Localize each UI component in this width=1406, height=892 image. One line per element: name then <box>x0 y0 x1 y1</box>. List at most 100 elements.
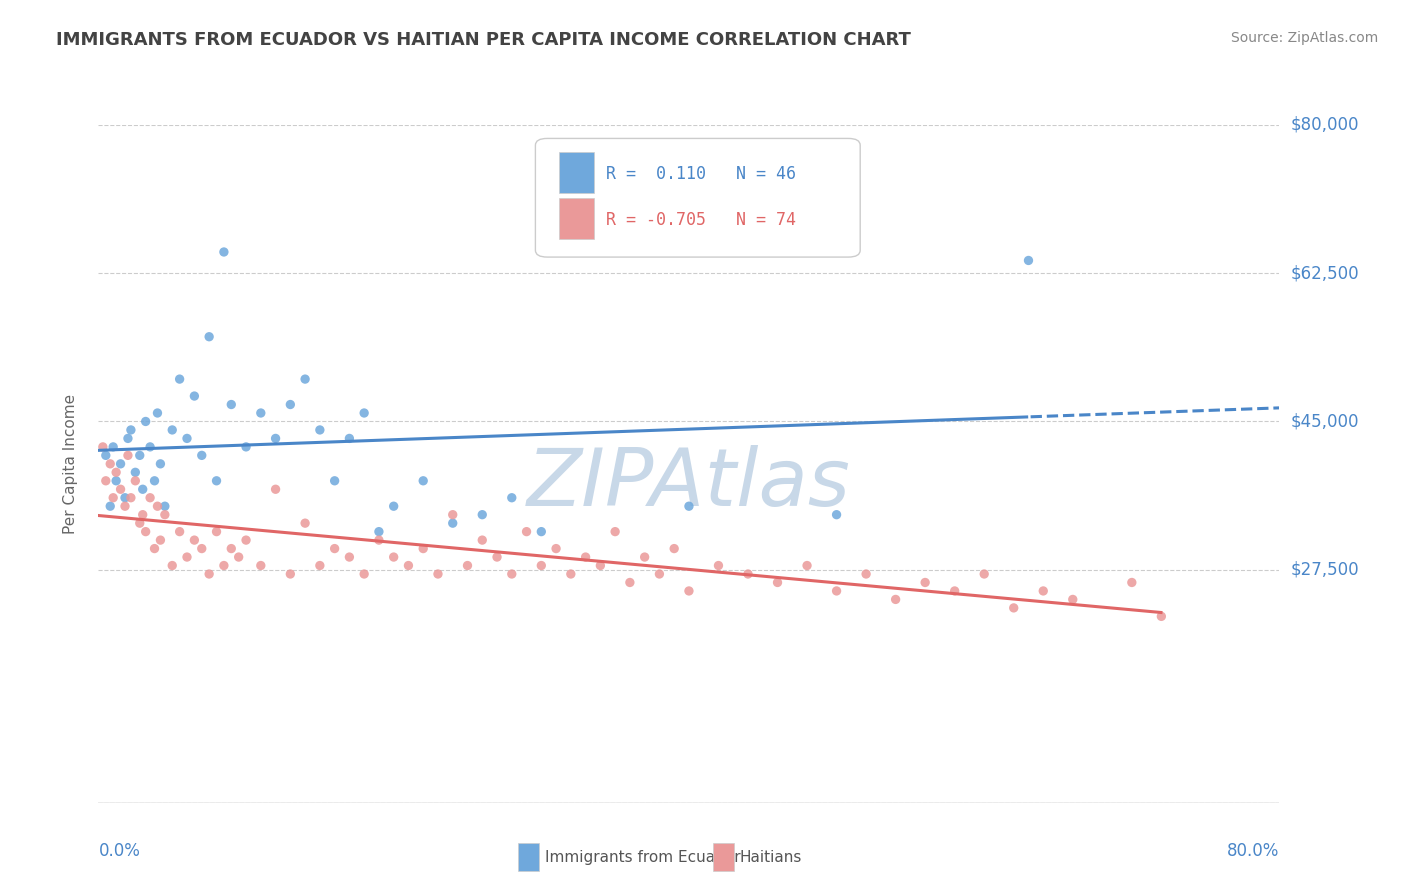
Point <box>382 549 405 565</box>
Point <box>441 516 464 530</box>
Point <box>353 406 375 420</box>
Point <box>124 466 146 480</box>
Point <box>796 558 818 573</box>
Point <box>235 533 257 547</box>
Point <box>235 440 257 454</box>
Point <box>441 508 464 522</box>
Point <box>149 457 172 471</box>
Point <box>143 541 166 556</box>
Text: 0.0%: 0.0% <box>98 842 141 860</box>
Point <box>353 567 375 582</box>
Point <box>176 432 198 446</box>
Point <box>103 491 125 505</box>
Point <box>560 244 582 259</box>
Point <box>198 567 221 582</box>
Point <box>323 474 346 488</box>
Point <box>103 440 125 454</box>
Point <box>605 524 627 539</box>
Text: R = -0.705   N = 74: R = -0.705 N = 74 <box>606 211 796 228</box>
Point <box>396 558 419 573</box>
Point <box>169 372 191 386</box>
Point <box>117 432 139 446</box>
Point <box>427 567 450 582</box>
Point <box>176 549 198 565</box>
Point <box>1150 609 1173 624</box>
Point <box>501 567 523 582</box>
Point <box>198 329 221 343</box>
Y-axis label: Per Capita Income: Per Capita Income <box>63 393 77 534</box>
Point <box>132 482 155 496</box>
Point <box>278 567 302 582</box>
Bar <box>713 844 734 871</box>
Point <box>294 372 316 386</box>
Point <box>91 440 114 454</box>
Point <box>205 474 228 488</box>
Point <box>212 558 235 573</box>
Point <box>678 583 700 598</box>
Point <box>128 516 150 530</box>
Point <box>183 389 205 403</box>
Point <box>973 567 995 582</box>
Point <box>619 575 641 590</box>
Point <box>530 558 553 573</box>
Bar <box>560 152 595 193</box>
Text: Source: ZipAtlas.com: Source: ZipAtlas.com <box>1230 31 1378 45</box>
Point <box>114 491 136 505</box>
Point <box>139 491 162 505</box>
Point <box>501 491 523 505</box>
Text: R =  0.110   N = 46: R = 0.110 N = 46 <box>606 165 796 183</box>
Point <box>212 244 235 259</box>
Point <box>516 524 538 539</box>
Point <box>382 500 405 514</box>
Point <box>228 549 250 565</box>
Point <box>737 567 759 582</box>
Point <box>146 500 169 514</box>
Point <box>124 474 146 488</box>
Point <box>94 474 117 488</box>
Point <box>633 549 655 565</box>
Point <box>120 491 142 505</box>
Point <box>153 508 176 522</box>
Point <box>664 541 686 556</box>
Point <box>368 524 391 539</box>
Point <box>278 398 302 412</box>
Point <box>205 524 228 539</box>
Point <box>146 406 169 420</box>
Point <box>574 549 596 565</box>
Point <box>153 500 176 514</box>
Bar <box>517 844 538 871</box>
Point <box>412 474 434 488</box>
Point <box>323 541 346 556</box>
Point <box>117 448 139 462</box>
Text: $45,000: $45,000 <box>1291 412 1360 431</box>
Point <box>309 558 332 573</box>
Point <box>162 423 183 437</box>
Point <box>1017 253 1039 268</box>
Point <box>456 558 478 573</box>
FancyBboxPatch shape <box>536 138 860 257</box>
Point <box>589 558 612 573</box>
Point <box>128 448 150 462</box>
Point <box>648 567 671 582</box>
Point <box>766 575 789 590</box>
Point <box>191 541 214 556</box>
Point <box>250 558 273 573</box>
Point <box>143 474 166 488</box>
Point <box>105 466 128 480</box>
Point <box>139 440 162 454</box>
Point <box>707 558 730 573</box>
Point <box>191 448 214 462</box>
Point <box>149 533 172 547</box>
Text: $80,000: $80,000 <box>1291 116 1360 134</box>
Text: ZIPAtlas: ZIPAtlas <box>527 445 851 524</box>
Point <box>471 533 494 547</box>
Text: Immigrants from Ecuador: Immigrants from Ecuador <box>546 849 741 864</box>
Point <box>412 541 434 556</box>
Point <box>169 524 191 539</box>
Point <box>110 457 132 471</box>
Text: Haitians: Haitians <box>740 849 801 864</box>
Point <box>368 533 391 547</box>
Point <box>98 500 121 514</box>
Point <box>914 575 936 590</box>
Point <box>825 583 848 598</box>
